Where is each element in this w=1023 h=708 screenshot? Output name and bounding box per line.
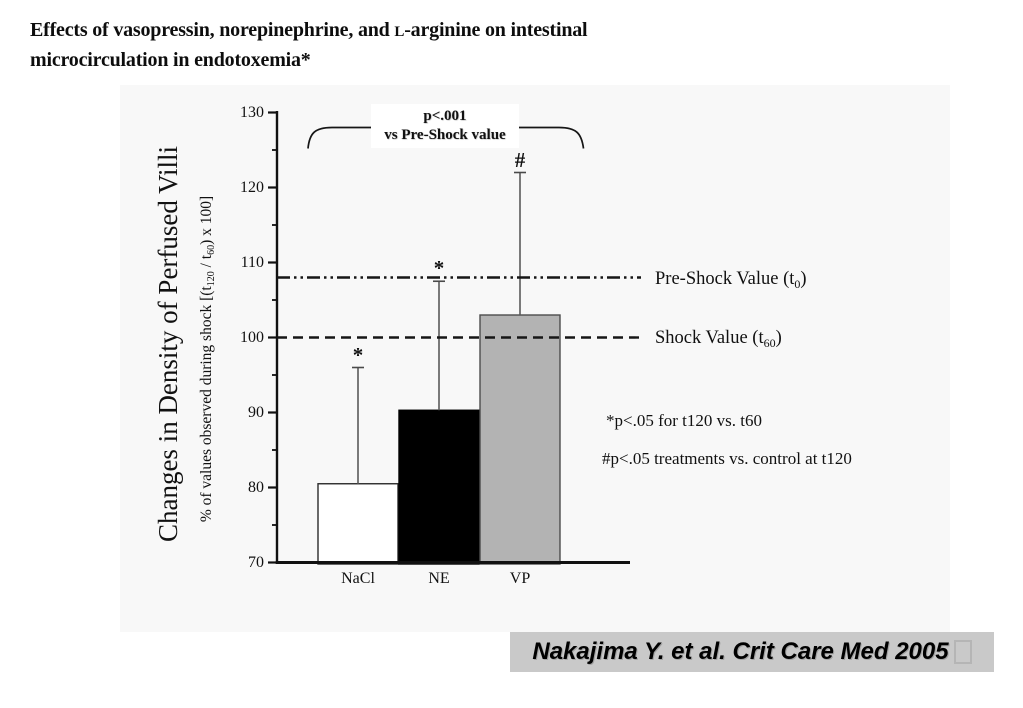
subscript-120: 120 xyxy=(206,271,217,287)
y-tick-label: 100 xyxy=(240,328,264,346)
significance-comparison: vs Pre-Shock value xyxy=(384,126,506,143)
bar-nacl xyxy=(317,483,399,565)
footnote-hash: #p<.05 treatments vs. control at t120 xyxy=(602,449,852,468)
title-line-2: microcirculation in endotoxemia* xyxy=(30,48,311,71)
title-line-1: Effects of vasopressin, norepinephrine, … xyxy=(30,17,588,47)
subscript-60-shock: 60 xyxy=(763,336,776,350)
y-tick-label: 70 xyxy=(248,553,264,571)
citation-banner: Nakajima Y. et al. Crit Care Med 2005 xyxy=(510,632,994,672)
x-category-label-vp: VP xyxy=(509,570,531,587)
missing-char-box-icon xyxy=(953,640,972,664)
shock-line-label: Shock Value (t60) xyxy=(655,328,782,350)
subscript-0: 0 xyxy=(794,277,801,291)
x-category-label-ne: NE xyxy=(428,570,450,587)
y-tick-label: 130 xyxy=(240,103,264,121)
y-axis-title: Changes in Density of Perfused Villi xyxy=(153,145,183,543)
significance-marker-ne: * xyxy=(433,256,445,281)
footnote-star: *p<.05 for t120 vs. t60 xyxy=(606,411,762,430)
bar-vp xyxy=(479,314,561,565)
y-tick-label: 80 xyxy=(248,478,264,496)
significance-marker-vp: # xyxy=(514,147,526,172)
title-line-1-post: -arginine on intestinal xyxy=(404,19,588,41)
y-tick-label: 120 xyxy=(240,178,264,196)
y-tick-label: 110 xyxy=(240,253,264,271)
title-smallcap-l: L xyxy=(394,24,405,40)
slide-title: Effects of vasopressin, norepinephrine, … xyxy=(30,17,588,74)
y-axis-subtitle: % of values observed during shock [(t120… xyxy=(198,195,217,523)
significance-label-box: p<.001 vs Pre-Shock value xyxy=(371,104,519,148)
title-line-1-pre: Effects of vasopressin, norepinephrine, … xyxy=(30,19,395,41)
y-axis-subtitle-text: % of values observed during shock [(t xyxy=(198,286,215,523)
y-tick-label: 90 xyxy=(248,403,264,421)
significance-marker-nacl: * xyxy=(352,342,364,367)
significance-p-value: p<.001 xyxy=(423,108,467,124)
x-category-label-nacl: NaCl xyxy=(341,570,375,587)
pre-shock-line-label: Pre-Shock Value (t0) xyxy=(655,269,807,291)
bar-ne xyxy=(398,409,480,565)
citation-text: Nakajima Y. et al. Crit Care Med 2005 xyxy=(532,638,949,665)
